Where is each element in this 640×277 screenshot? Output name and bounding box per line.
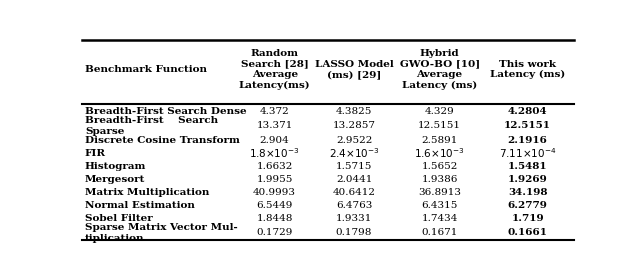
- Text: 2.1916: 2.1916: [508, 136, 548, 145]
- Text: 2.904: 2.904: [260, 136, 289, 145]
- Text: 4.329: 4.329: [425, 107, 454, 116]
- Text: 40.6412: 40.6412: [333, 188, 376, 197]
- Text: 1.7434: 1.7434: [421, 214, 458, 223]
- Text: Hybrid
GWO-BO [10]
Average
Latency (ms): Hybrid GWO-BO [10] Average Latency (ms): [399, 49, 479, 90]
- Text: $2.4{\times}10^{-3}$: $2.4{\times}10^{-3}$: [329, 147, 380, 160]
- Text: 34.198: 34.198: [508, 188, 547, 197]
- Text: 4.2804: 4.2804: [508, 107, 547, 116]
- Text: 1.719: 1.719: [511, 214, 544, 223]
- Text: 0.1661: 0.1661: [508, 229, 548, 237]
- Text: 6.4763: 6.4763: [336, 201, 372, 210]
- Text: Random
Search [28]
Average
Latency(ms): Random Search [28] Average Latency(ms): [239, 49, 310, 90]
- Text: Breadth-First Search Dense: Breadth-First Search Dense: [85, 107, 246, 116]
- Text: Sobel Filter: Sobel Filter: [85, 214, 153, 223]
- Text: 2.0441: 2.0441: [336, 175, 372, 184]
- Text: 4.3825: 4.3825: [336, 107, 372, 116]
- Text: 1.9269: 1.9269: [508, 175, 547, 184]
- Text: Breadth-First    Search
Sparse: Breadth-First Search Sparse: [85, 116, 218, 135]
- Text: 12.5151: 12.5151: [504, 121, 551, 130]
- Text: Matrix Multiplication: Matrix Multiplication: [85, 188, 209, 197]
- Text: Normal Estimation: Normal Estimation: [85, 201, 195, 210]
- Text: 1.5652: 1.5652: [421, 162, 458, 171]
- Text: $7.11{\times}10^{-4}$: $7.11{\times}10^{-4}$: [499, 147, 556, 160]
- Text: 1.9331: 1.9331: [336, 214, 372, 223]
- Text: This work
Latency (ms): This work Latency (ms): [490, 60, 565, 79]
- Text: 1.9386: 1.9386: [421, 175, 458, 184]
- Text: LASSO Model
(ms) [29]: LASSO Model (ms) [29]: [315, 60, 394, 79]
- Text: 6.4315: 6.4315: [421, 201, 458, 210]
- Text: 1.5715: 1.5715: [336, 162, 372, 171]
- Text: 4.372: 4.372: [260, 107, 289, 116]
- Text: 36.8913: 36.8913: [418, 188, 461, 197]
- Text: Benchmark Function: Benchmark Function: [85, 65, 207, 74]
- Text: 6.5449: 6.5449: [257, 201, 293, 210]
- Text: $1.8{\times}10^{-3}$: $1.8{\times}10^{-3}$: [250, 147, 300, 160]
- Text: 1.9955: 1.9955: [257, 175, 293, 184]
- Text: Histogram: Histogram: [85, 162, 147, 171]
- Text: 2.5891: 2.5891: [421, 136, 458, 145]
- Text: 6.2779: 6.2779: [508, 201, 548, 210]
- Text: 0.1671: 0.1671: [421, 229, 458, 237]
- Text: Sparse Matrix Vector Mul-
tiplication: Sparse Matrix Vector Mul- tiplication: [85, 223, 237, 243]
- Text: 13.371: 13.371: [257, 121, 293, 130]
- Text: 13.2857: 13.2857: [333, 121, 376, 130]
- Text: 1.8448: 1.8448: [257, 214, 293, 223]
- Text: FIR: FIR: [85, 149, 106, 158]
- Text: $1.6{\times}10^{-3}$: $1.6{\times}10^{-3}$: [414, 147, 465, 160]
- Text: 0.1798: 0.1798: [336, 229, 372, 237]
- Text: 0.1729: 0.1729: [257, 229, 293, 237]
- Text: 12.5151: 12.5151: [418, 121, 461, 130]
- Text: 40.9993: 40.9993: [253, 188, 296, 197]
- Text: Mergesort: Mergesort: [85, 175, 145, 184]
- Text: 2.9522: 2.9522: [336, 136, 372, 145]
- Text: Discrete Cosine Transform: Discrete Cosine Transform: [85, 136, 240, 145]
- Text: 1.5481: 1.5481: [508, 162, 547, 171]
- Text: 1.6632: 1.6632: [257, 162, 293, 171]
